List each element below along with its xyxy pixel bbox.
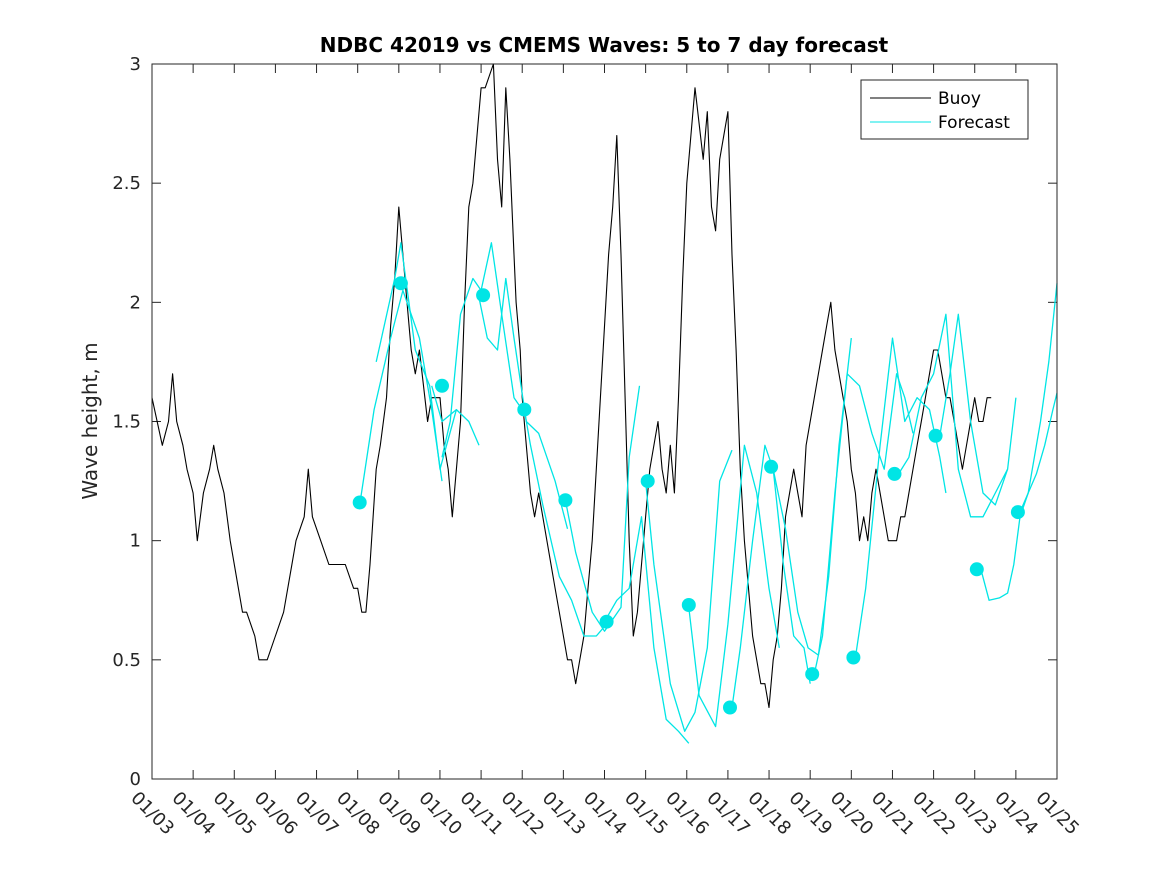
forecast-start-marker [805, 667, 820, 682]
forecast-start-marker [764, 459, 779, 474]
forecast-start-marker [352, 495, 367, 510]
forecast-start-marker [846, 650, 861, 665]
forecast-line-0 [359, 289, 443, 505]
legend-box [860, 79, 1029, 140]
forecast-start-marker [517, 402, 532, 417]
forecast-start-marker [640, 474, 655, 489]
forecast-start-marker [928, 428, 943, 443]
y-axis-label: Wave height, m [78, 342, 102, 499]
plot-area [152, 64, 1057, 779]
chart-title: NDBC 42019 vs CMEMS Waves: 5 to 7 day fo… [320, 33, 889, 57]
forecast-line-2 [431, 385, 480, 446]
forecast-line-4 [478, 277, 569, 529]
forecast-line-7 [603, 516, 690, 744]
y-tick-label: 2 [130, 292, 141, 313]
forecast-line-8 [644, 449, 733, 732]
y-tick-label: 1.5 [112, 412, 141, 433]
legend-label-forecast: Forecast [938, 113, 1010, 133]
forecast-start-marker [558, 493, 573, 508]
forecast-start-marker [393, 276, 408, 291]
forecast-line-15 [939, 313, 1017, 506]
forecast-start-marker [681, 598, 696, 612]
y-tick-label: 3 [130, 54, 141, 75]
forecast-line-16 [980, 283, 1058, 601]
forecast-line-17 [1019, 392, 1058, 513]
forecast-start-marker [599, 614, 614, 629]
forecast-start-marker [969, 562, 984, 577]
legend: Buoy Forecast [860, 79, 1029, 140]
forecast-line-5 [523, 409, 608, 637]
y-axis-ticks: 0 0.5 1 1.5 2 2.5 3 [112, 54, 1057, 790]
forecast-start-marker [887, 466, 902, 481]
forecast-line-12 [813, 373, 914, 675]
plot-frame [151, 63, 1058, 780]
y-tick-label: 0.5 [112, 650, 141, 671]
forecast-start-marker [1010, 505, 1025, 520]
forecast-start-marker [723, 700, 737, 715]
y-tick-label: 1 [130, 531, 141, 552]
y-tick-label: 0 [130, 769, 141, 790]
forecast-line-1 [375, 242, 458, 470]
forecast-start-marker [435, 378, 449, 393]
forecast-line-14 [898, 313, 1009, 518]
y-tick-label: 2.5 [112, 173, 141, 194]
forecast-start-marker [476, 288, 491, 303]
forecast-line-9 [688, 444, 780, 728]
legend-label-buoy: Buoy [938, 89, 981, 109]
buoy-line [151, 63, 992, 709]
series-lines [151, 63, 1058, 744]
forecast-markers [352, 276, 1025, 715]
forecast-line-6 [564, 385, 641, 632]
